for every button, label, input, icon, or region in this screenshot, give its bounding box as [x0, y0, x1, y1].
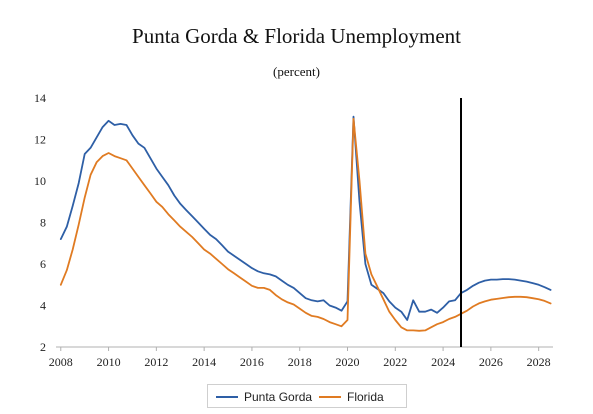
y-tick-label: 12 [34, 133, 46, 147]
x-tick-label: 2014 [192, 355, 216, 369]
legend-label-florida: Florida [347, 390, 384, 404]
chart-subtitle: (percent) [273, 64, 320, 79]
x-tick-label: 2026 [479, 355, 503, 369]
y-tick-label: 2 [40, 340, 46, 354]
y-tick-label: 4 [40, 299, 46, 313]
x-tick-label: 2008 [49, 355, 73, 369]
x-tick-label: 2028 [527, 355, 551, 369]
series-line-florida [59, 117, 552, 332]
line-chart: 2 4 6 8 10 12 14 2008 2010 2012 2014 2016 2018 2020 20… [34, 91, 553, 369]
y-tick-label: 14 [34, 91, 46, 105]
x-tick-label: 2020 [336, 355, 360, 369]
series-line-punta-gorda [59, 115, 552, 321]
x-tick-label: 2010 [97, 355, 121, 369]
x-tick-label: 2024 [431, 355, 455, 369]
legend-item-punta-gorda: Punta Gorda [216, 389, 312, 405]
y-tick-label: 8 [40, 216, 46, 230]
legend-swatch-florida [319, 396, 341, 398]
y-tick-label: 10 [34, 174, 46, 188]
chart-title: Punta Gorda & Florida Unemployment [132, 24, 461, 48]
x-tick-label: 2012 [144, 355, 168, 369]
x-tick-label: 2016 [240, 355, 264, 369]
chart-legend: Punta Gorda Florida [207, 384, 407, 408]
legend-item-florida: Florida [319, 389, 384, 405]
x-tick-label: 2018 [288, 355, 312, 369]
y-tick-label: 6 [40, 257, 46, 271]
legend-swatch-punta-gorda [216, 396, 238, 398]
legend-label-punta-gorda: Punta Gorda [244, 390, 313, 404]
x-tick-label: 2022 [383, 355, 407, 369]
